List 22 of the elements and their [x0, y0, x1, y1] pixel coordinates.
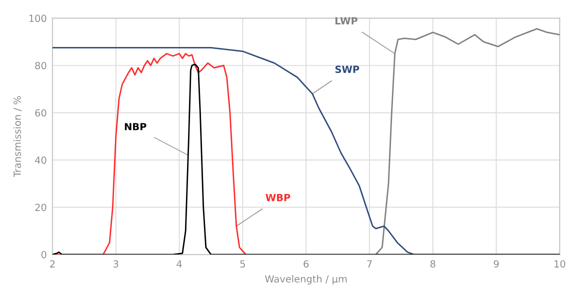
- x-tick-label: 3: [114, 260, 118, 268]
- y-tick-label: 80: [35, 62, 46, 70]
- y-tick-label: 20: [35, 204, 46, 212]
- y-axis-title: Transmission / %: [13, 96, 22, 178]
- y-tick-label: 100: [29, 14, 46, 22]
- x-tick-label: 5: [240, 260, 245, 268]
- text: NBP: [124, 123, 146, 130]
- y-tick-label: 60: [35, 109, 46, 117]
- text: SWP: [335, 66, 360, 74]
- x-tick-label: 8: [430, 260, 436, 268]
- x-axis-title: Wavelength / µm: [265, 275, 347, 284]
- x-tick-label: 4: [176, 260, 182, 268]
- text: WBP: [266, 194, 290, 202]
- x-tick-label: 9: [494, 260, 499, 268]
- x-tick-label: 2: [50, 260, 55, 268]
- x-tick-label: 6: [304, 260, 309, 268]
- x-tick-label: 7: [367, 260, 372, 268]
- y-tick-label: 40: [35, 156, 46, 164]
- x-tick-label: 10: [554, 260, 566, 268]
- y-tick-label: 0: [41, 251, 46, 258]
- text: LWP: [335, 17, 358, 24]
- line-series: [375, 28, 560, 255]
